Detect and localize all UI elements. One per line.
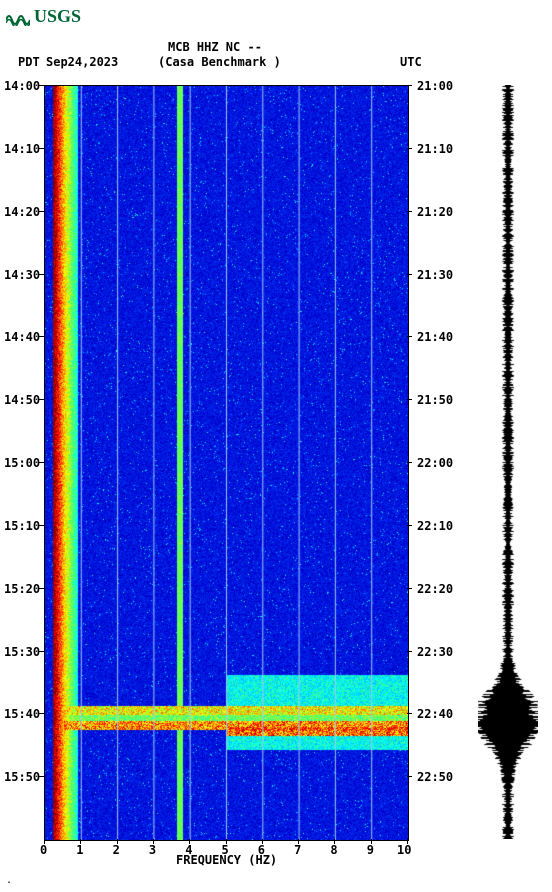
ytick-left: 14:10 (4, 142, 40, 156)
xtick: 4 (185, 843, 192, 857)
ytick-right: 21:30 (417, 268, 453, 282)
ytick-left: 15:00 (4, 456, 40, 470)
footer-mark: . (6, 875, 12, 886)
header-location: (Casa Benchmark ) (158, 55, 281, 69)
ytick-left: 15:40 (4, 707, 40, 721)
ytick-left: 15:30 (4, 645, 40, 659)
ytick-right: 21:20 (417, 205, 453, 219)
ytick-right: 21:40 (417, 330, 453, 344)
spectrogram-canvas (44, 85, 409, 841)
xtick: 6 (258, 843, 265, 857)
ytick-left: 15:50 (4, 770, 40, 784)
plot-area (44, 85, 407, 839)
ytick-left: 15:10 (4, 519, 40, 533)
ytick-right: 21:00 (417, 79, 453, 93)
ytick-left: 14:00 (4, 79, 40, 93)
xtick: 2 (113, 843, 120, 857)
ytick-left: 14:20 (4, 205, 40, 219)
xtick: 3 (149, 843, 156, 857)
xtick: 1 (76, 843, 83, 857)
header-station: MCB HHZ NC -- (168, 40, 262, 54)
xtick: 5 (222, 843, 229, 857)
xtick: 8 (330, 843, 337, 857)
ytick-left: 14:40 (4, 330, 40, 344)
waveform-canvas (478, 85, 538, 839)
spectrogram-page: USGS PDT Sep24,2023 MCB HHZ NC -- (Casa … (0, 0, 552, 892)
xtick: 9 (367, 843, 374, 857)
ytick-right: 22:40 (417, 707, 453, 721)
ytick-right: 22:00 (417, 456, 453, 470)
timezone-right: UTC (400, 55, 422, 69)
ytick-right: 21:50 (417, 393, 453, 407)
ytick-left: 14:50 (4, 393, 40, 407)
ytick-left: 14:30 (4, 268, 40, 282)
usgs-logo: USGS (6, 6, 81, 27)
ytick-right: 21:10 (417, 142, 453, 156)
wave-icon (6, 8, 30, 26)
header-date: Sep24,2023 (46, 55, 118, 69)
ytick-right: 22:20 (417, 582, 453, 596)
usgs-logo-text: USGS (34, 6, 81, 27)
ytick-right: 22:30 (417, 645, 453, 659)
ytick-right: 22:50 (417, 770, 453, 784)
xtick: 0 (40, 843, 47, 857)
ytick-right: 22:10 (417, 519, 453, 533)
xtick: 10 (397, 843, 411, 857)
timezone-left: PDT (18, 55, 40, 69)
xtick: 7 (294, 843, 301, 857)
ytick-left: 15:20 (4, 582, 40, 596)
